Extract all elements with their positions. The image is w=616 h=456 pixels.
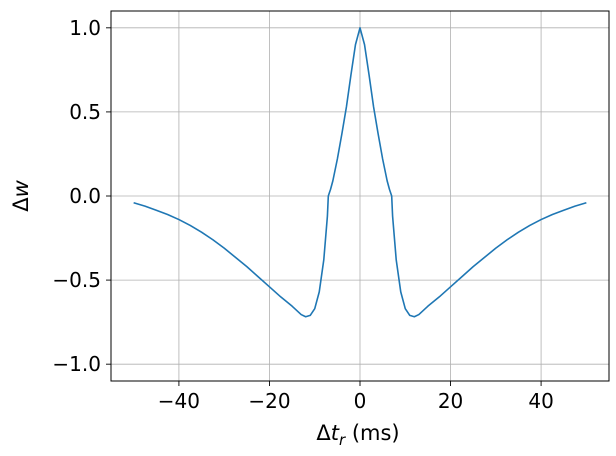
y-tick-label: 0.5 bbox=[69, 100, 101, 124]
x-tick-label: −20 bbox=[248, 389, 290, 413]
y-tick-label: 1.0 bbox=[69, 16, 101, 40]
ticks-layer: −40 −20 0 20 40 −1.0 −0.5 0.0 0.5 1.0 bbox=[52, 16, 553, 413]
y-tick-label: 0.0 bbox=[69, 184, 101, 208]
x-tick-label: 20 bbox=[438, 389, 463, 413]
series-line bbox=[133, 27, 587, 318]
x-tick-label: 0 bbox=[354, 389, 367, 413]
x-axis-label: Δtr (ms) bbox=[316, 421, 399, 449]
x-tick-label: 40 bbox=[528, 389, 553, 413]
y-axis-label: Δw bbox=[9, 179, 33, 211]
y-tick-label: −1.0 bbox=[52, 352, 101, 376]
x-tick-label: −40 bbox=[158, 389, 200, 413]
series-layer bbox=[133, 27, 587, 318]
grid-layer bbox=[111, 11, 609, 381]
y-tick-label: −0.5 bbox=[52, 268, 101, 292]
